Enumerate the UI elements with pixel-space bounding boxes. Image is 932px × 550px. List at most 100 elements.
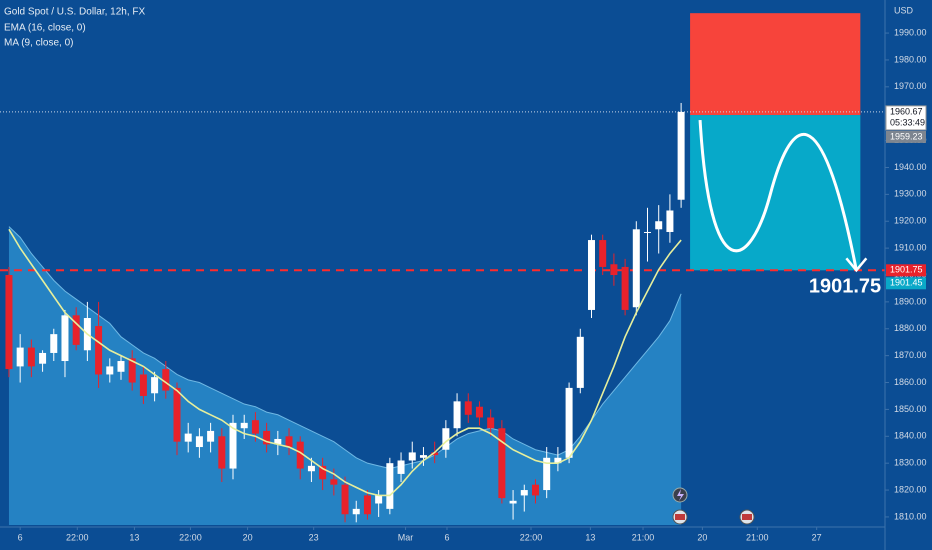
candle-body (531, 484, 539, 496)
candle-body (39, 352, 47, 364)
candle-body (173, 387, 181, 442)
candle-body (330, 479, 338, 485)
y-tick-label: 1970.00 (894, 81, 927, 91)
candle-body (621, 266, 629, 310)
candle-body (666, 210, 674, 232)
y-tick-label: 1850.00 (894, 404, 927, 414)
candle-body (487, 417, 495, 429)
candle-body (375, 495, 383, 504)
price-tag-label: 1960.67 (890, 106, 923, 116)
candle-body (61, 315, 69, 362)
candle-body (397, 460, 405, 474)
y-tick-label: 1920.00 (894, 216, 927, 226)
x-tick-label: 22:00 (66, 532, 89, 542)
y-tick-label: 1880.00 (894, 323, 927, 333)
candle-body (27, 347, 35, 367)
candle-body (644, 231, 652, 233)
candle-body (655, 221, 663, 230)
price-tag (886, 264, 926, 277)
candle-body (587, 240, 595, 310)
x-tick-label: 13 (129, 532, 139, 542)
x-tick-label: 21:00 (746, 532, 769, 542)
y-tick-label: 1820.00 (894, 484, 927, 494)
y-tick-label: 1930.00 (894, 189, 927, 199)
candle-body (431, 452, 439, 456)
y-tick-label: 1980.00 (894, 54, 927, 64)
candle-body (498, 428, 506, 499)
candle-body (419, 455, 427, 458)
x-tick-label: 20 (243, 532, 253, 542)
y-tick-label: 1830.00 (894, 458, 927, 468)
candle-body (554, 457, 562, 464)
countdown-label: 05:33:49 (890, 117, 925, 127)
target-zone (690, 115, 861, 271)
candle-body (319, 465, 327, 480)
candle-body (307, 465, 315, 472)
y-tick-label: 1870.00 (894, 350, 927, 360)
candle-body (565, 387, 573, 458)
candle-body (162, 369, 170, 391)
x-tick-label: Mar (398, 532, 414, 542)
candle-body (229, 422, 237, 469)
candle-body (95, 326, 103, 375)
candle-body (453, 401, 461, 429)
y-tick-label: 1910.00 (894, 242, 927, 252)
candle-body (117, 361, 125, 372)
indicator-label: EMA (16, close, 0) (4, 23, 86, 34)
x-tick-label: 20 (697, 532, 707, 542)
candle-body (632, 229, 640, 308)
candle-body (251, 420, 259, 434)
candle-body (263, 430, 271, 445)
candle-body (285, 436, 293, 448)
y-tick-label: 1810.00 (894, 511, 927, 521)
candle-body (543, 457, 551, 491)
x-tick-label: 21:00 (632, 532, 655, 542)
x-tick-label: 13 (585, 532, 595, 542)
candle-body (386, 463, 394, 509)
candle-body (218, 436, 226, 469)
event-icons (672, 487, 755, 525)
candle-body (50, 334, 58, 353)
candle-body (151, 377, 159, 394)
candle-body (207, 430, 215, 442)
event-icon (675, 514, 685, 520)
candle-body (363, 495, 371, 515)
y-tick-label: 1940.00 (894, 162, 927, 172)
candle-body (576, 336, 584, 388)
candle-body (16, 347, 24, 367)
currency-label: USD (894, 5, 914, 15)
candle-body (128, 358, 136, 383)
price-tag-label: 1959.23 (890, 131, 923, 141)
candle-body (106, 366, 114, 375)
price-tag (886, 277, 926, 290)
candle-body (677, 111, 685, 200)
candle-body (464, 401, 472, 415)
x-tick-label: 22:00 (179, 532, 202, 542)
candle-body (274, 438, 282, 445)
candle-body (610, 264, 618, 275)
candle-body (475, 406, 483, 418)
x-tick-label: 27 (812, 532, 822, 542)
stop-zone (690, 13, 861, 116)
y-tick-label: 1990.00 (894, 27, 927, 37)
price-tag-label: 1901.45 (890, 278, 923, 288)
candle-body (139, 374, 147, 396)
indicator-label: MA (9, close, 0) (4, 38, 73, 49)
plot-area (0, 13, 885, 525)
price-tag (885, 105, 927, 131)
candle-body (5, 275, 13, 370)
price-tag-label: 1901.75 (890, 265, 923, 275)
x-tick-label: 22:00 (520, 532, 543, 542)
candle-body (599, 240, 607, 267)
chart-title: Gold Spot / U.S. Dollar, 12h, FX (4, 7, 146, 18)
annotation: 1901.75 (809, 275, 881, 297)
candle-body (184, 433, 192, 442)
y-tick-label: 1890.00 (894, 296, 927, 306)
candle-body (296, 441, 304, 469)
price-tag (886, 130, 926, 143)
candle-body (352, 508, 360, 515)
x-tick-label: 6 (18, 532, 23, 542)
event-icon (742, 514, 752, 520)
candle-body (442, 428, 450, 450)
